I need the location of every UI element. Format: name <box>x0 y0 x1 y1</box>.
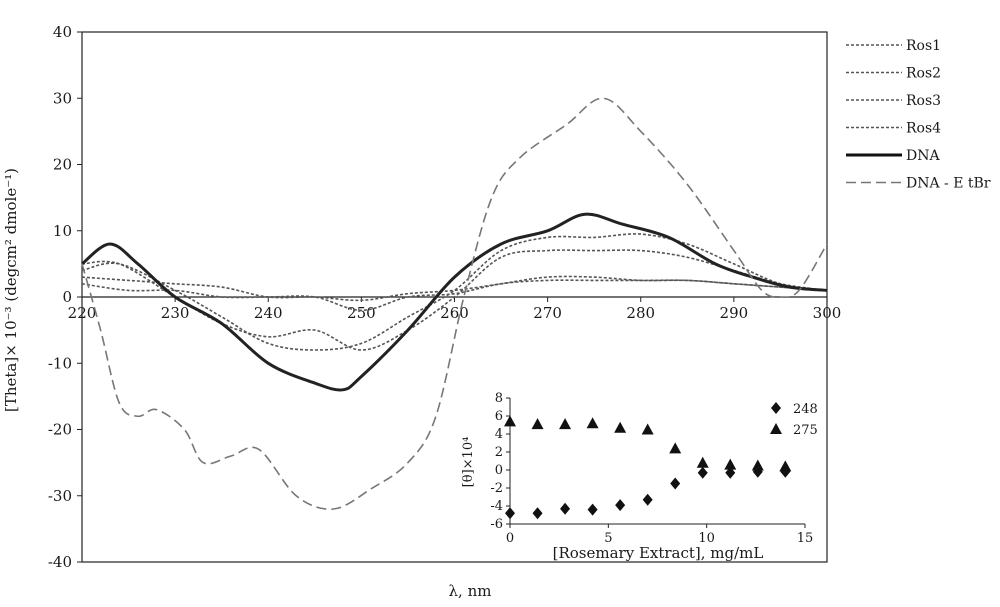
inset-point-248 <box>587 503 598 516</box>
inset-point-248 <box>670 477 681 490</box>
inset-x-tick-label: 10 <box>698 531 715 546</box>
main-x-tick-label: 230 <box>161 304 190 322</box>
main-x-tick-labels: 220 230 240 250 260 270 280 290 300 <box>68 297 842 322</box>
main-series-lines <box>81 97 828 510</box>
main-y-tick-label: 20 <box>53 156 72 174</box>
main-legend: Ros1 Ros2 Ros3 Ros4 DNA DNA - E tBr <box>846 38 991 192</box>
inset-y-tick-label: 8 <box>495 391 503 406</box>
inset-point-275 <box>504 415 516 427</box>
inset-legend-label-248: 248 <box>793 402 818 417</box>
inset-legend-marker-248 <box>771 402 781 414</box>
inset-x-axis-label: [Rosemary Extract], mg/mL <box>553 544 764 562</box>
inset-point-248 <box>725 466 736 479</box>
main-y-tick-label: -10 <box>48 354 72 372</box>
inset-point-275 <box>696 456 709 468</box>
inset-point-275 <box>724 458 737 470</box>
inset-background <box>482 385 820 560</box>
inset-y-tick-label: -2 <box>490 481 503 496</box>
inset-point-275 <box>586 417 599 429</box>
inset-y-tick-label: -4 <box>490 499 503 514</box>
series-line-ros4 <box>81 279 828 312</box>
inset-point-248 <box>532 507 543 520</box>
inset-y-tick-label: -6 <box>490 517 503 532</box>
main-x-tick-label: 270 <box>533 304 562 322</box>
inset-point-275 <box>779 460 792 472</box>
inset-legend-marker-275 <box>770 423 782 434</box>
inset-point-248 <box>697 466 708 479</box>
main-y-tick-label: -30 <box>48 487 72 505</box>
main-y-tick-label: 40 <box>53 23 72 41</box>
inset-point-248 <box>615 499 626 512</box>
series-line-dna <box>81 212 828 392</box>
main-y-axis-label: [Theta]× 10⁻³ (degcm² dmole⁻¹) <box>2 168 20 412</box>
series-line-dna-e-tbr <box>81 97 828 510</box>
main-y-tick-label: -40 <box>48 553 72 571</box>
main-y-tick-labels: 40 30 20 10 0 -10 -20 -30 -40 <box>48 23 82 571</box>
legend-label-ros2: Ros2 <box>906 66 941 82</box>
main-x-tick-label: 280 <box>626 304 655 322</box>
inset-point-248 <box>505 507 515 520</box>
inset-x-tick-label: 15 <box>797 531 814 546</box>
legend-label-ros3: Ros3 <box>906 93 941 109</box>
inset-y-tick-label: 4 <box>495 427 503 442</box>
main-x-tick-label: 290 <box>720 304 749 322</box>
inset-y-tick-label: 6 <box>495 409 503 424</box>
legend-label-ros1: Ros1 <box>906 38 941 54</box>
inset-y-tick-label: 2 <box>495 445 503 460</box>
inset-point-275 <box>559 418 572 430</box>
main-y-tick-label: 0 <box>62 288 72 306</box>
inset-point-275 <box>531 418 544 430</box>
legend-label-ros4: Ros4 <box>906 121 941 137</box>
inset-point-275 <box>614 421 627 433</box>
inset-point-275 <box>751 459 764 471</box>
inset-y-tick-label: 0 <box>495 463 503 478</box>
main-x-axis-label: λ, nm <box>449 582 492 600</box>
main-x-tick-label: 240 <box>254 304 283 322</box>
main-x-tick-label: 220 <box>68 304 97 322</box>
series-line-ros3 <box>81 233 828 351</box>
legend-label-dna: DNA <box>906 148 940 164</box>
main-x-tick-label: 300 <box>813 304 842 322</box>
inset-point-248 <box>560 502 571 515</box>
inset-point-275 <box>641 423 654 435</box>
legend-label-dna-e-tbr: DNA - E tBr <box>906 176 991 192</box>
inset-legend-label-275: 275 <box>793 423 818 438</box>
main-x-tick-label: 260 <box>440 304 469 322</box>
inset-point-248 <box>642 493 653 506</box>
inset-x-tick-label: 0 <box>506 531 514 546</box>
main-y-tick-label: 10 <box>53 222 72 240</box>
inset-x-tick-label: 5 <box>604 531 612 546</box>
inset-point-275 <box>669 442 682 454</box>
inset-y-axis-label: [θ]×10⁴ <box>461 437 476 488</box>
main-x-tick-label: 250 <box>347 304 376 322</box>
main-y-tick-label: 30 <box>53 89 72 107</box>
main-y-tick-label: -20 <box>48 421 72 439</box>
